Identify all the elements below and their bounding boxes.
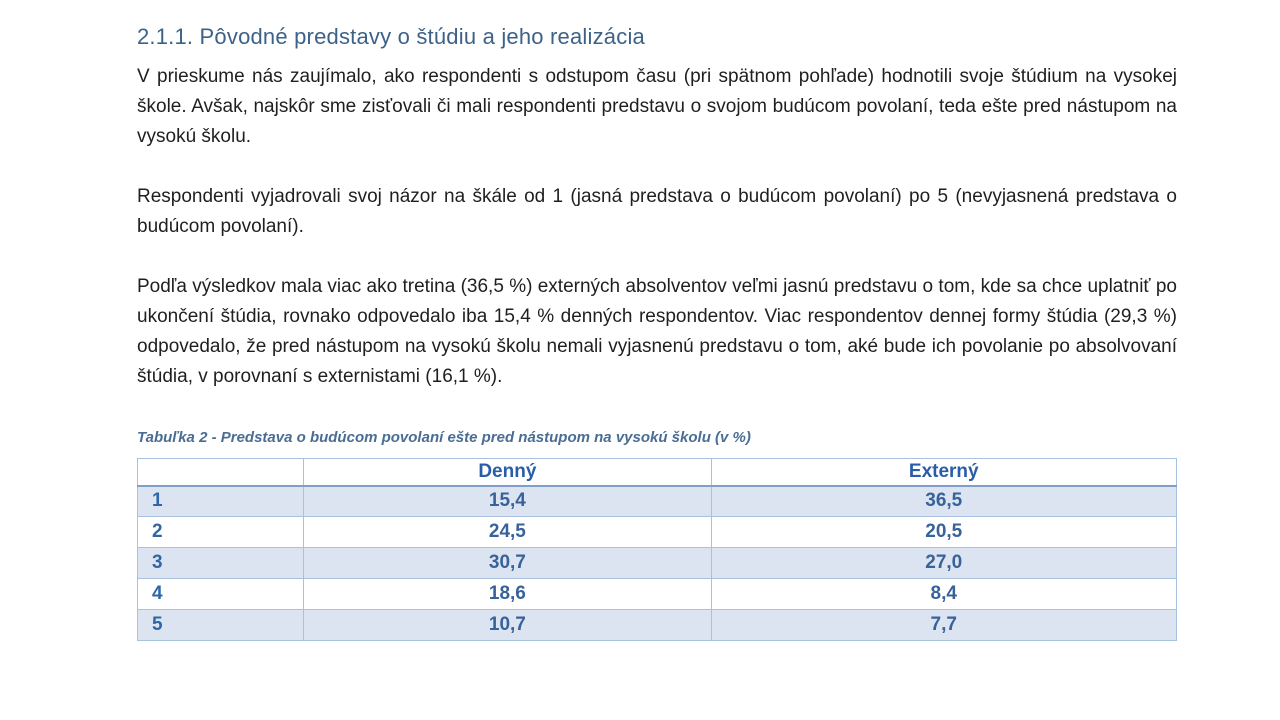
cell-externy: 8,4 [710,578,1178,610]
column-header-empty [136,458,305,487]
paragraph-intro: V prieskume nás zaujímalo, ako responden… [137,66,1177,147]
table-row: 4 18,6 8,4 [136,578,1178,610]
cell-denny: 18,6 [303,578,712,610]
column-header-denny: Denný [303,458,712,487]
cell-denny: 10,7 [303,609,712,641]
results-table: Denný Externý 1 15,4 36,5 2 24,5 20,5 3 30,7 27,… [136,458,1178,641]
table-header-row: Denný Externý [136,458,1178,487]
row-label: 5 [136,609,305,641]
cell-externy: 7,7 [710,609,1178,641]
table-row: 3 30,7 27,0 [136,547,1178,579]
column-header-externy: Externý [710,458,1178,487]
row-label: 4 [136,578,305,610]
table-row: 2 24,5 20,5 [136,516,1178,548]
cell-externy: 20,5 [710,516,1178,548]
paragraph-scale: Respondenti vyjadrovali svoj názor na šk… [137,186,1177,237]
row-label: 1 [136,485,305,517]
table-caption: Tabuľka 2 - Predstava o budúcom povolaní… [137,429,751,446]
cell-externy: 36,5 [710,485,1178,517]
table-row: 1 15,4 36,5 [136,485,1178,517]
paragraph-results: Podľa výsledkov mala viac ako tretina (3… [137,276,1177,387]
cell-externy: 27,0 [710,547,1178,579]
cell-denny: 15,4 [303,485,712,517]
section-heading: 2.1.1. Pôvodné predstavy o štúdiu a jeho… [137,24,645,49]
cell-denny: 24,5 [303,516,712,548]
row-label: 2 [136,516,305,548]
row-label: 3 [136,547,305,579]
cell-denny: 30,7 [303,547,712,579]
table-row: 5 10,7 7,7 [136,609,1178,641]
